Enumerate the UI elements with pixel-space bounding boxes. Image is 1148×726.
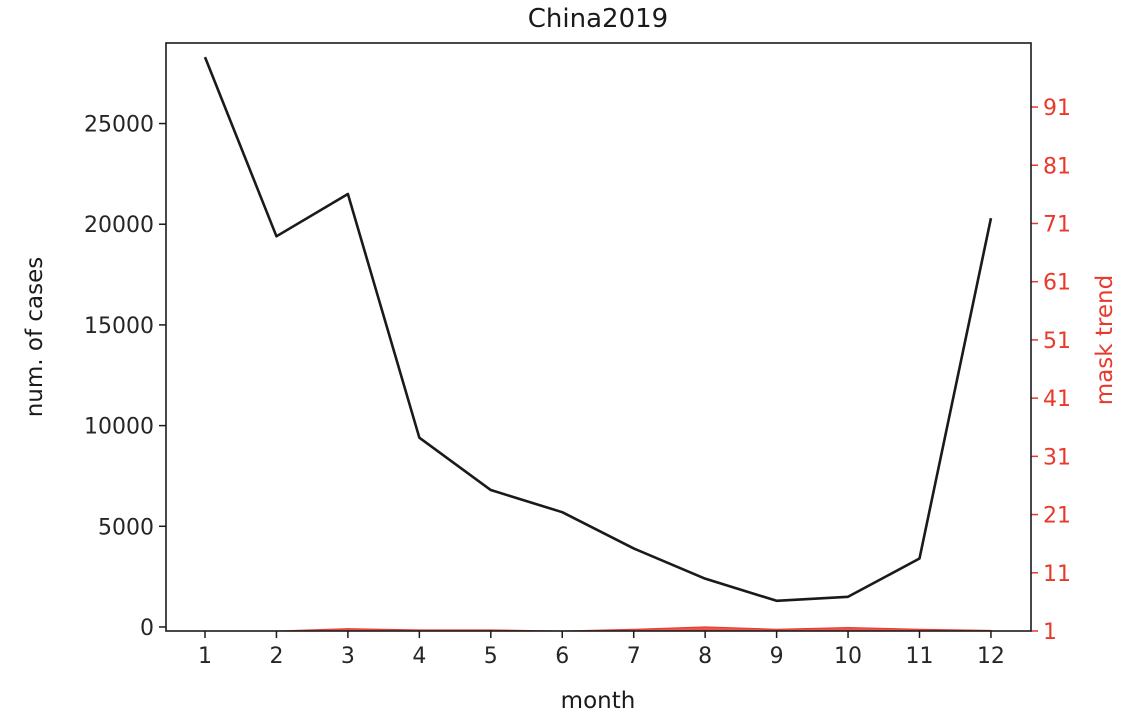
y-axis-label: num. of cases bbox=[22, 257, 48, 418]
y2-tick-label: 61 bbox=[1043, 271, 1071, 296]
x-tick-label: 10 bbox=[834, 644, 862, 669]
x-tick-label: 6 bbox=[555, 644, 569, 669]
y2-tick-label: 21 bbox=[1043, 504, 1071, 529]
y2-tick-label: 51 bbox=[1043, 329, 1071, 354]
x-tick-label: 1 bbox=[198, 644, 212, 669]
x-tick-label: 2 bbox=[269, 644, 283, 669]
y-tick-label: 25000 bbox=[84, 113, 154, 138]
y2-tick-label: 81 bbox=[1043, 154, 1071, 179]
x-tick-label: 3 bbox=[341, 644, 355, 669]
chart-title: China2019 bbox=[528, 4, 668, 34]
x-tick-label: 12 bbox=[977, 644, 1005, 669]
x-tick-label: 7 bbox=[627, 644, 641, 669]
y2-tick-label: 71 bbox=[1043, 212, 1071, 237]
y-tick-label: 0 bbox=[140, 616, 154, 641]
y-tick-label: 5000 bbox=[98, 515, 154, 540]
y2-tick-label: 91 bbox=[1043, 96, 1071, 121]
plot-frame bbox=[165, 42, 1032, 632]
y2-axis-label: mask trend bbox=[1092, 275, 1118, 405]
y2-tick-label: 41 bbox=[1043, 387, 1071, 412]
y-tick-label: 20000 bbox=[84, 213, 154, 238]
x-tick-label: 5 bbox=[484, 644, 498, 669]
y-tick-label: 15000 bbox=[84, 314, 154, 339]
x-tick-label: 4 bbox=[412, 644, 426, 669]
x-axis-label: month bbox=[561, 688, 636, 714]
x-tick-label: 8 bbox=[698, 644, 712, 669]
x-axis-ticks: 1 2 3 4 5 6 7 8 9 10 11 12 bbox=[198, 631, 1005, 669]
series-layer bbox=[203, 56, 993, 632]
y2-tick-label: 11 bbox=[1043, 562, 1071, 587]
y2-tick-label: 31 bbox=[1043, 445, 1071, 470]
x-tick-label: 11 bbox=[906, 644, 934, 669]
cases-line bbox=[203, 56, 993, 603]
x-tick-label: 9 bbox=[770, 644, 784, 669]
left-axis-ticks: 0 5000 10000 15000 20000 25000 bbox=[84, 113, 166, 641]
y-tick-label: 10000 bbox=[84, 415, 154, 440]
y2-tick-label: 1 bbox=[1043, 620, 1057, 645]
